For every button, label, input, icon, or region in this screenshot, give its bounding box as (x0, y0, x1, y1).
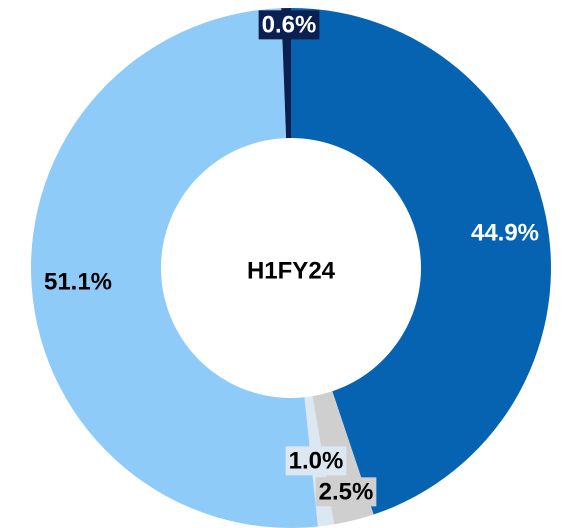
label-box (258, 10, 320, 40)
data-label: 44.9% (471, 219, 539, 246)
donut-segment (281, 8, 291, 139)
donut-segment (31, 8, 318, 528)
donut-segment (291, 8, 551, 515)
data-label: 2.5% (319, 478, 374, 505)
data-label: 1.0% (289, 447, 344, 474)
data-label: 51.1% (44, 268, 112, 295)
data-label: 0.6% (262, 11, 317, 38)
center-label: H1FY24 (247, 257, 336, 284)
label-box (285, 446, 347, 476)
label-box (315, 477, 377, 507)
